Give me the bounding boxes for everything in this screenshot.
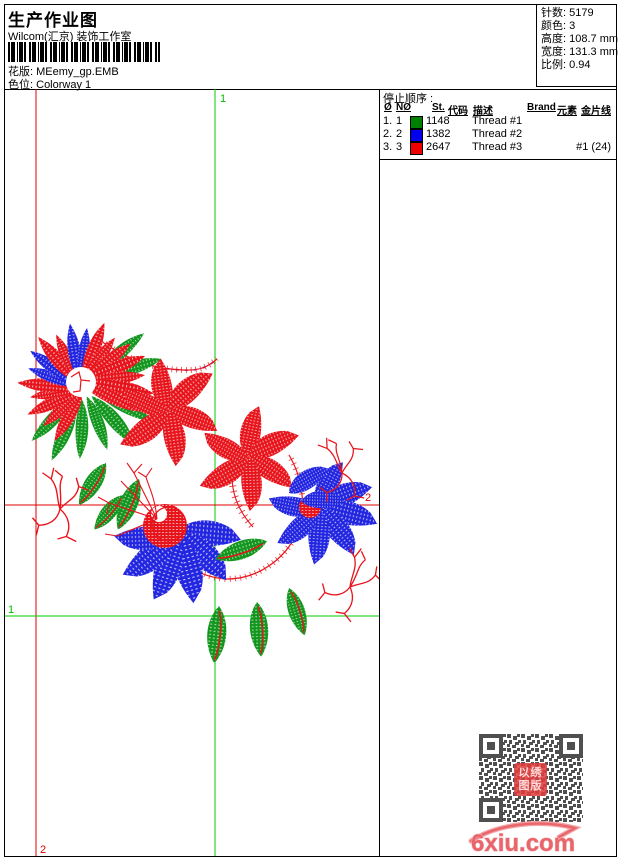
embroidery-design-svg: 1 1 2 2 <box>5 89 379 856</box>
row-stitches: 1382 <box>426 128 451 140</box>
red-ray-spray <box>97 462 158 537</box>
watermark-text: 6xiu.com <box>471 830 575 857</box>
row-description: Thread #2 <box>472 128 523 140</box>
row-stitches: 1148 <box>426 115 450 127</box>
col-header-num: Ø <box>384 102 392 113</box>
red-seal-stamp: 以绣 图版 <box>514 763 547 796</box>
width-row: 宽度: 131.3 mm <box>541 46 619 58</box>
row-needle: 3 <box>396 141 403 153</box>
height-row: 高度: 108.7 mm <box>541 33 619 45</box>
company-name: Wilcom(汇京) 装饰工作室 <box>8 31 132 43</box>
seal-text-top: 以绣 <box>518 766 543 779</box>
header: 生产作业图 Wilcom(汇京) 装饰工作室 花版: MEemy_gp.EMB … <box>5 5 619 92</box>
col-header-element: 元素 <box>557 106 577 117</box>
col-header-desc: 描述 <box>473 106 493 117</box>
flower-center-detail <box>70 371 91 393</box>
scale-row: 比例: 0.94 <box>541 59 591 71</box>
design-file-label: 花版: <box>8 66 34 78</box>
seal-text-bottom: 图版 <box>518 779 543 792</box>
stitch-count-value: 5179 <box>569 7 594 19</box>
embroidery-artwork <box>16 320 379 664</box>
col-header-st: St. <box>432 102 445 113</box>
col-header-needle: NØ <box>396 102 411 113</box>
blue-flower-center <box>113 504 243 606</box>
design-info-box: 针数: 5179 颜色: 3 高度: 108.7 mm 宽度: 131.3 mm… <box>536 5 619 87</box>
barcode-image <box>8 42 160 62</box>
color-count-value: 3 <box>569 20 576 32</box>
stop-sequence-title: 停止顺序 : <box>383 93 434 105</box>
qr-finder-patterns <box>479 734 583 822</box>
scale-value: 0.94 <box>569 59 591 71</box>
row-index: 3. <box>383 141 393 153</box>
color-count-row: 颜色: 3 <box>541 20 576 32</box>
width-value: 131.3 mm <box>569 46 619 58</box>
table-row: 1. 1 1148 Thread #1 <box>380 115 617 129</box>
guide-label: 1 <box>220 93 226 105</box>
design-file-line: 花版: MEemy_gp.EMB <box>8 63 119 79</box>
guide-label: 2 <box>365 492 371 504</box>
stop-sequence-table: 停止顺序 : Ø NØ St. 代码 描述 Brand 元素 金片线 1. 1 … <box>380 89 617 160</box>
row-needle: 2 <box>396 128 403 140</box>
row-index: 1. <box>383 115 393 127</box>
col-header-sequin: 金片线 <box>581 106 611 117</box>
chrysanthemum-flower <box>16 320 164 464</box>
guide-label: 1 <box>8 604 14 616</box>
stitch-count-row: 针数: 5179 <box>541 7 594 19</box>
height-value: 108.7 mm <box>569 33 619 45</box>
col-header-brand: Brand <box>527 102 556 113</box>
thread-color-swatch <box>410 116 423 129</box>
table-row: 3. 3 2647 Thread #3 #1 (24) <box>380 141 617 155</box>
page-title: 生产作业图 <box>8 11 98 30</box>
colorway-value: Colorway 1 <box>36 79 92 91</box>
worksheet-page: 生产作业图 Wilcom(汇京) 装饰工作室 花版: MEemy_gp.EMB … <box>4 4 619 857</box>
colorway-line: 色位: Colorway 1 <box>8 76 91 92</box>
col-header-code: 代码 <box>448 106 468 117</box>
table-row: 2. 2 1382 Thread #2 <box>380 128 617 142</box>
site-watermark: 6xiu.com <box>468 821 582 857</box>
row-stitches: 2647 <box>426 141 451 153</box>
row-sequin: #1 (24) <box>576 141 611 153</box>
guide-label: 2 <box>40 844 46 856</box>
row-needle: 1 <box>396 115 403 127</box>
row-description: Thread #1 <box>472 115 523 127</box>
row-index: 2. <box>383 128 393 140</box>
thread-color-swatch <box>410 142 423 155</box>
design-canvas: 1 1 2 2 <box>5 89 379 856</box>
row-description: Thread #3 <box>472 141 523 153</box>
colorway-label: 色位: <box>8 79 34 91</box>
design-file-value: MEemy_gp.EMB <box>36 66 119 78</box>
thread-color-swatch <box>410 129 423 142</box>
right-column: 停止顺序 : Ø NØ St. 代码 描述 Brand 元素 金片线 1. 1 … <box>379 89 617 856</box>
